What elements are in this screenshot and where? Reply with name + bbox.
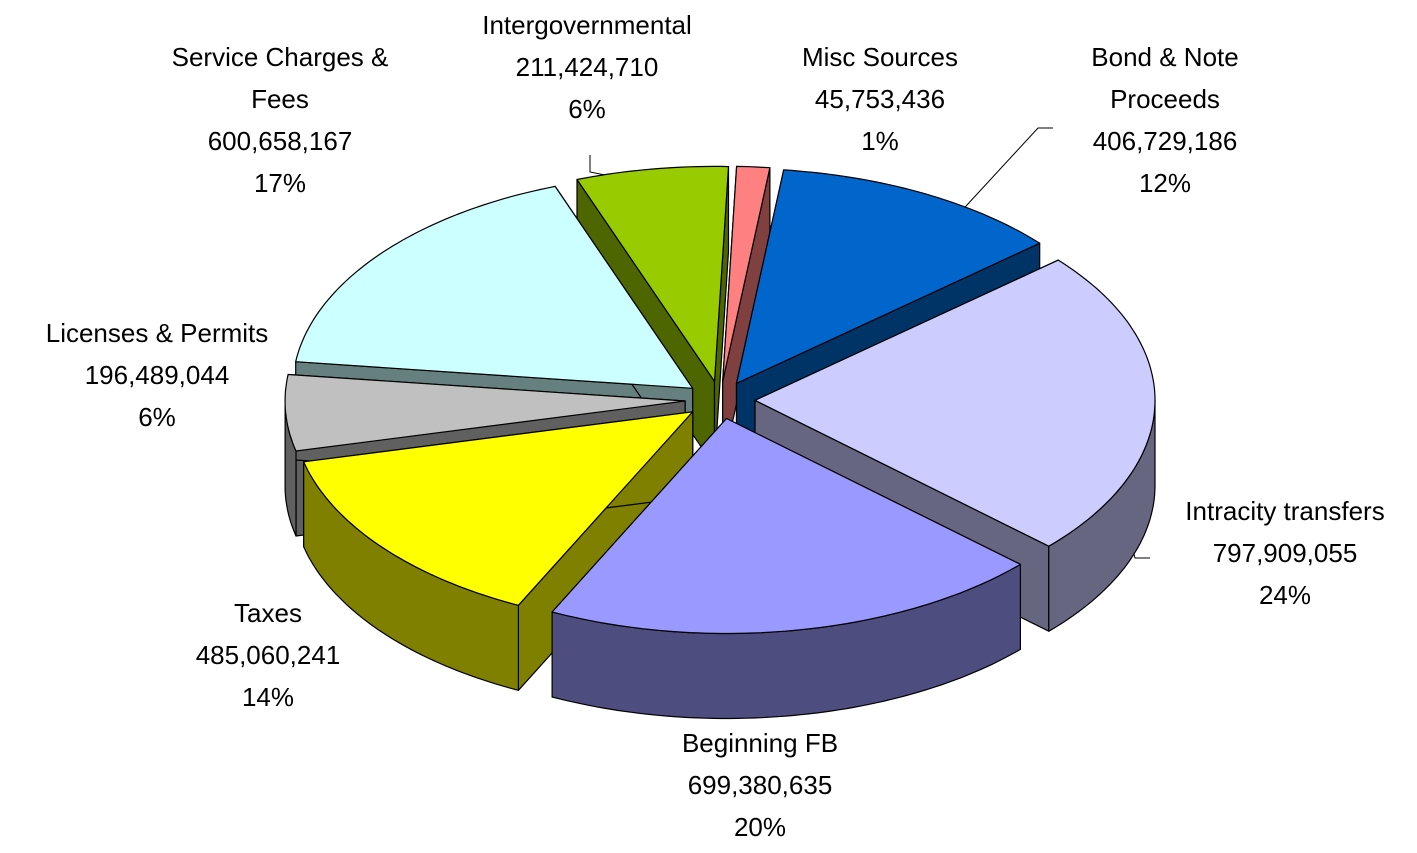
label-name: Intergovernmental bbox=[482, 10, 692, 40]
label-name: Beginning FB bbox=[681, 728, 839, 758]
slice-top bbox=[735, 169, 1041, 384]
slice-label: Licenses & Permits 196,489,044 6% bbox=[7, 312, 307, 438]
label-name: Misc Sources bbox=[801, 42, 959, 72]
slice-label: Intracity transfers 797,909,055 24% bbox=[1135, 490, 1417, 616]
slice-label: Beginning FB 699,380,635 20% bbox=[610, 722, 910, 848]
slice bbox=[551, 417, 1021, 720]
slice-top bbox=[722, 165, 771, 382]
label-value: 211,424,710 bbox=[515, 52, 659, 82]
label-name: Bond & Note Proceeds bbox=[1091, 42, 1239, 114]
slice-top bbox=[576, 165, 730, 382]
label-percent: 17% bbox=[253, 168, 307, 198]
label-value: 45,753,436 bbox=[814, 84, 946, 114]
label-value: 406,729,186 bbox=[1092, 126, 1238, 156]
slice-top bbox=[303, 411, 694, 606]
slice-label: Bond & Note Proceeds 406,729,186 12% bbox=[1065, 36, 1265, 204]
label-value: 196,489,044 bbox=[84, 360, 230, 390]
slice bbox=[722, 165, 771, 467]
slice-top bbox=[754, 259, 1156, 547]
label-name: Licenses & Permits bbox=[45, 318, 269, 348]
label-percent: 20% bbox=[733, 812, 787, 842]
label-name: Taxes bbox=[234, 598, 302, 628]
slice-label: Taxes 485,060,241 14% bbox=[168, 592, 368, 718]
label-percent: 12% bbox=[1138, 168, 1192, 198]
slice-top bbox=[284, 373, 686, 452]
slice-label: Service Charges & Fees 600,658,167 17% bbox=[140, 36, 420, 204]
label-value: 600,658,167 bbox=[207, 126, 353, 156]
slice bbox=[303, 411, 694, 691]
label-name: Service Charges & Fees bbox=[171, 42, 389, 114]
label-percent: 6% bbox=[138, 402, 176, 432]
slice-top bbox=[551, 417, 1021, 635]
leader-line bbox=[954, 127, 1053, 219]
label-percent: 24% bbox=[1258, 580, 1312, 610]
label-name: Intracity transfers bbox=[1185, 496, 1385, 526]
slice-label: Intergovernmental 211,424,710 6% bbox=[437, 4, 737, 130]
label-percent: 6% bbox=[568, 94, 606, 124]
label-value: 797,909,055 bbox=[1212, 538, 1358, 568]
label-percent: 1% bbox=[861, 126, 899, 156]
slice-top bbox=[295, 185, 694, 389]
slice-label: Misc Sources 45,753,436 1% bbox=[750, 36, 1010, 162]
label-value: 699,380,635 bbox=[687, 770, 833, 800]
label-percent: 14% bbox=[241, 682, 295, 712]
label-value: 485,060,241 bbox=[195, 640, 341, 670]
